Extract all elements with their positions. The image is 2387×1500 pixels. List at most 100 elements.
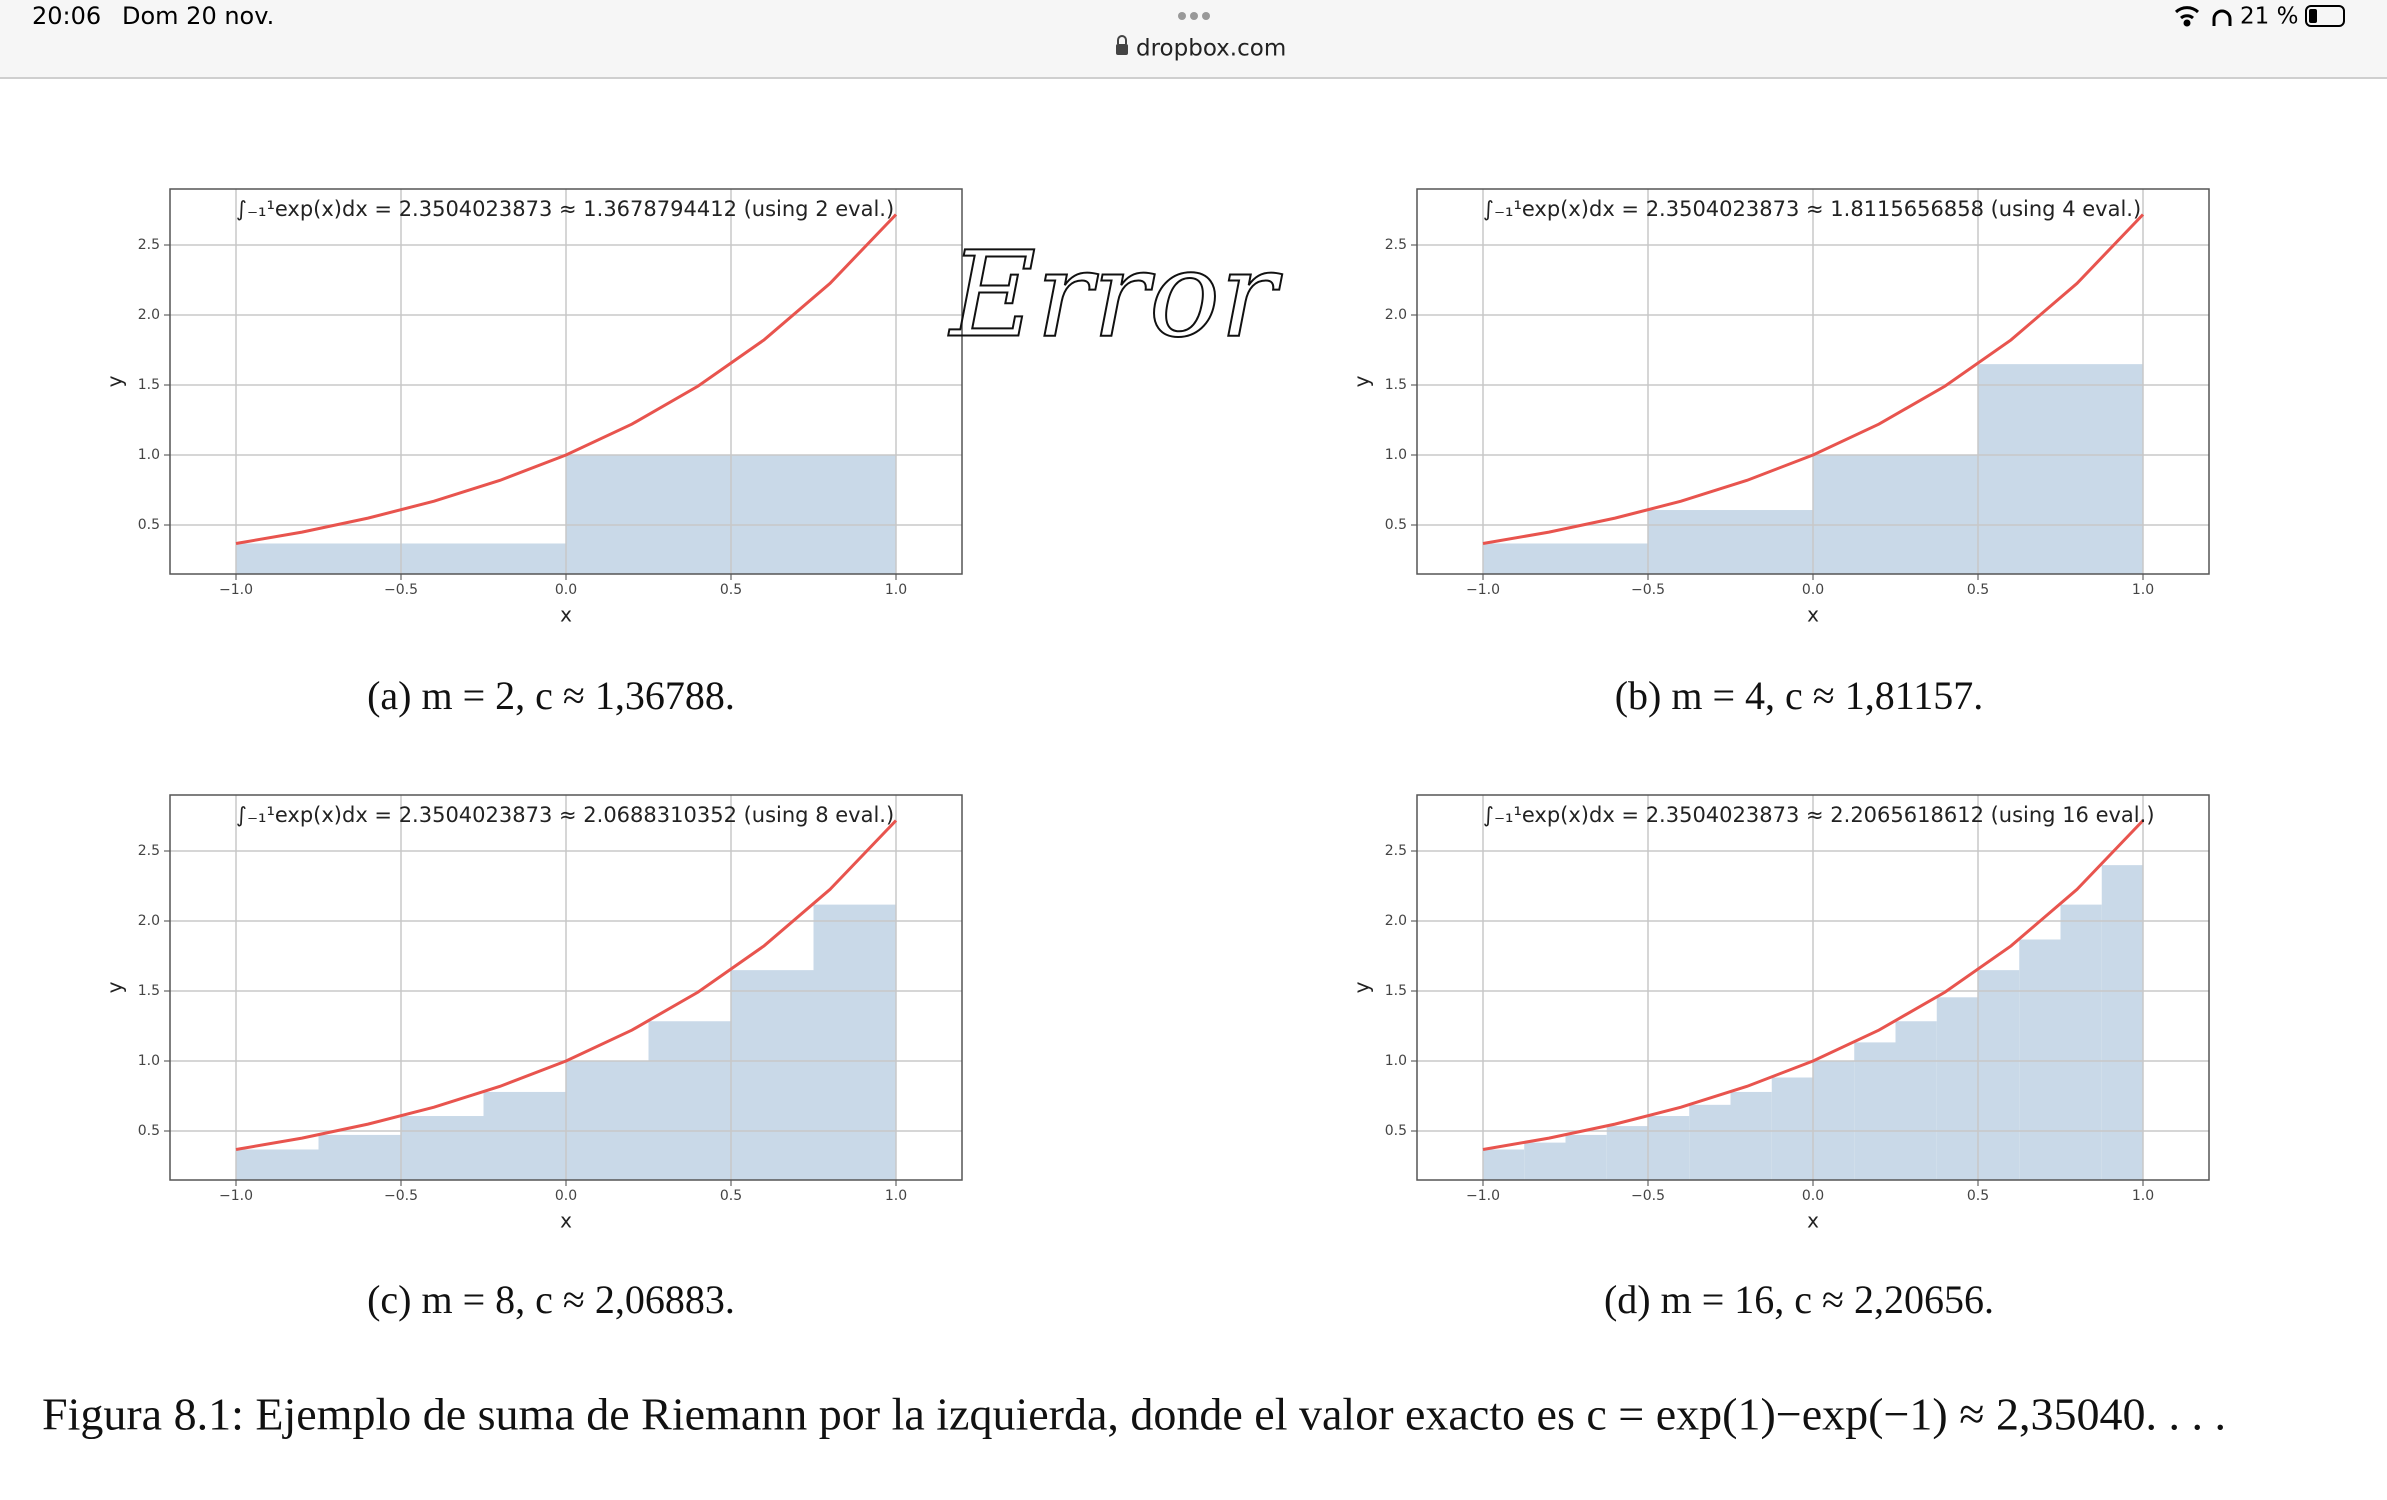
x-axis-label: x — [1807, 1209, 1819, 1233]
y-axis-label: y — [103, 981, 127, 993]
bar — [1648, 1116, 1690, 1180]
bar — [1648, 510, 1813, 574]
y-tick-label: 1.5 — [1385, 377, 1407, 393]
bar — [236, 1149, 319, 1180]
y-tick-label: 1.0 — [138, 447, 160, 463]
x-tick-label: −0.5 — [384, 1188, 418, 1204]
y-tick-label: 1.0 — [1385, 1053, 1407, 1069]
chart-title: ∫₋₁¹exp(x)dx = 2.3504023873 ≈ 1.81156568… — [1483, 197, 2141, 221]
y-tick-label: 2.5 — [138, 237, 160, 253]
y-tick-label: 2.0 — [138, 307, 160, 323]
y-axis-label: y — [103, 375, 127, 387]
x-tick-label: 0.5 — [720, 1188, 742, 1204]
x-tick-label: 0.0 — [1802, 1188, 1824, 1204]
x-tick-label: −0.5 — [384, 582, 418, 598]
chart: −1.0 −0.5 0.0 0.5 1.0 0.5 1.0 1.5 2.0 2.5 ∫₋₁¹exp(… — [1350, 794, 2210, 1322]
x-tick-label: 0.5 — [720, 582, 742, 598]
subfigure-caption: (c) m = 8, c ≈ 2,06883. — [367, 1277, 735, 1322]
x-tick-label: 1.0 — [885, 1188, 907, 1204]
bar — [731, 970, 814, 1180]
curve — [235, 213, 898, 545]
lock-body — [1116, 44, 1128, 55]
bar — [1978, 364, 2143, 574]
y-tick-label: 1.5 — [138, 983, 160, 999]
battery-fill — [2309, 9, 2317, 23]
bar — [1689, 1104, 1731, 1180]
dot — [1202, 12, 1210, 20]
x-axis-label: x — [560, 1209, 572, 1233]
x-tick-label: 0.5 — [1967, 1188, 1989, 1204]
dot — [1190, 12, 1198, 20]
x-tick-label: 0.0 — [555, 582, 577, 598]
y-tick-label: 1.0 — [1385, 447, 1407, 463]
y-tick-label: 1.0 — [138, 1053, 160, 1069]
battery-frame — [2305, 5, 2345, 27]
x-tick-label: 1.0 — [885, 582, 907, 598]
date: Dom 20 nov. — [122, 2, 274, 30]
headphones-icon — [2212, 9, 2232, 26]
url[interactable]: dropbox.com — [1136, 36, 1286, 62]
y-tick-label: 0.5 — [138, 1123, 160, 1139]
y-tick-label: 0.5 — [1385, 1123, 1407, 1139]
axes-frame — [169, 188, 963, 575]
bar — [1936, 997, 1978, 1180]
axes-frame — [1416, 794, 2210, 1181]
x-tick-label: −1.0 — [1466, 1188, 1500, 1204]
x-tick-label: −1.0 — [1466, 582, 1500, 598]
time: 20:06 — [32, 2, 101, 30]
chart: −1.0 −0.5 0.0 0.5 1.0 0.5 1.0 1.5 2.0 2.5 ∫₋₁¹exp(… — [1350, 188, 2210, 718]
handwritten-note: Error — [948, 226, 1283, 364]
y-tick-label: 2.5 — [1385, 843, 1407, 859]
y-tick-label: 2.5 — [1385, 237, 1407, 253]
chart: −1.0 −0.5 0.0 0.5 1.0 0.5 1.0 1.5 2.0 2.5 ∫₋₁¹exp(… — [103, 794, 963, 1322]
bar — [1483, 543, 1648, 574]
x-tick-label: 0.5 — [1967, 582, 1989, 598]
x-tick-label: 1.0 — [2132, 1188, 2154, 1204]
x-tick-label: 0.0 — [555, 1188, 577, 1204]
x-axis-label: x — [560, 603, 572, 627]
x-tick-label: 1.0 — [2132, 582, 2154, 598]
y-tick-label: 0.5 — [138, 517, 160, 533]
figure-caption: Figura 8.1: Ejemplo de suma de Riemann p… — [42, 1389, 2226, 1440]
bar — [813, 904, 896, 1180]
bar — [1771, 1077, 1813, 1180]
wifi-icon — [2174, 6, 2200, 27]
y-tick-label: 2.0 — [1385, 913, 1407, 929]
bar — [2060, 904, 2102, 1180]
bar — [1895, 1021, 1937, 1180]
bar — [1813, 455, 1978, 574]
chart-title: ∫₋₁¹exp(x)dx = 2.3504023873 ≈ 2.06883103… — [236, 803, 894, 827]
wifi-arc — [2174, 6, 2200, 14]
bar — [2019, 939, 2061, 1180]
battery-level: 21 % — [2240, 4, 2298, 30]
bar — [483, 1091, 566, 1180]
lock-shackle — [1117, 35, 1127, 44]
tab-dots[interactable] — [1178, 12, 1210, 20]
y-tick-label: 2.5 — [138, 843, 160, 859]
y-tick-label: 2.0 — [138, 913, 160, 929]
wifi-arc — [2180, 14, 2194, 20]
y-tick-label: 0.5 — [1385, 517, 1407, 533]
bar — [401, 1116, 484, 1180]
x-tick-label: −1.0 — [219, 582, 253, 598]
bar — [566, 1061, 649, 1180]
y-axis-label: y — [1350, 375, 1374, 387]
bar — [1730, 1091, 1772, 1180]
bar — [1524, 1142, 1566, 1180]
x-tick-label: 0.0 — [1802, 582, 1824, 598]
bar — [1483, 1149, 1525, 1180]
battery-icon — [2305, 5, 2345, 27]
bar — [1854, 1042, 1896, 1180]
subfigure-caption: (b) m = 4, c ≈ 1,81157. — [1615, 673, 1984, 718]
chart: −1.0 −0.5 0.0 0.5 1.0 0.5 1.0 1.5 2.0 2.5 ∫₋₁¹exp(… — [103, 188, 963, 718]
bar — [1813, 1061, 1855, 1180]
bar — [318, 1134, 401, 1180]
x-tick-label: −0.5 — [1631, 582, 1665, 598]
axes-frame — [1416, 188, 2210, 575]
bar — [2101, 865, 2143, 1180]
subfigure-caption: (a) m = 2, c ≈ 1,36788. — [367, 673, 735, 718]
x-tick-label: −0.5 — [1631, 1188, 1665, 1204]
bar — [648, 1021, 731, 1180]
